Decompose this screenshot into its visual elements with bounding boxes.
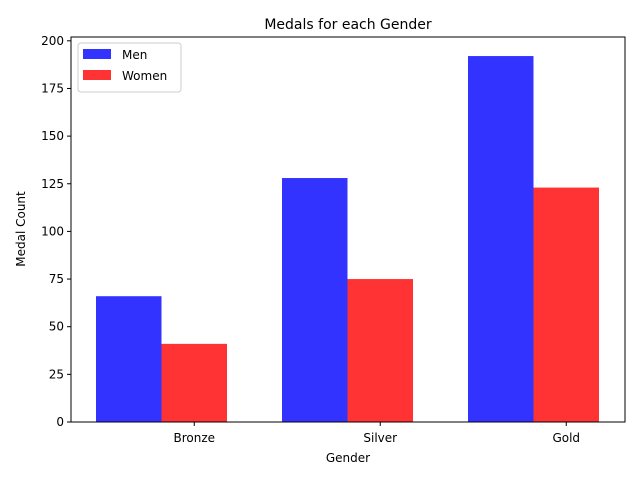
bars [96, 56, 599, 422]
x-tick-label: Bronze [173, 431, 215, 445]
x-tick-label: Gold [552, 431, 580, 445]
x-axis-label: Gender [326, 451, 370, 465]
bar-women-bronze [161, 343, 227, 422]
x-axis: Bronze Silver Gold [173, 422, 580, 445]
y-tick-label: 25 [49, 367, 64, 381]
y-tick-label: 175 [41, 81, 64, 95]
bar-men-silver [282, 178, 348, 422]
legend: Men Women [77, 42, 182, 93]
y-axis-label: Medal Count [14, 191, 28, 267]
legend-label-women: Women [122, 69, 167, 83]
y-tick-label: 150 [41, 129, 64, 143]
legend-label-men: Men [122, 48, 147, 62]
y-tick-label: 125 [41, 177, 64, 191]
legend-swatch-women [83, 70, 111, 80]
bar-men-bronze [96, 296, 162, 422]
bar-women-gold [533, 187, 599, 422]
bar-men-gold [468, 56, 534, 422]
y-tick-label: 75 [49, 272, 64, 286]
bar-women-silver [347, 279, 413, 422]
plot-frame [70, 36, 626, 423]
x-tick-label: Silver [363, 431, 397, 445]
y-tick-label: 0 [56, 415, 64, 429]
y-tick-label: 50 [49, 320, 64, 334]
chart-title: Medals for each Gender [264, 17, 432, 33]
legend-swatch-men [83, 49, 111, 59]
y-tick-label: 100 [41, 224, 64, 238]
y-tick-label: 200 [41, 34, 64, 48]
y-axis: 0 25 50 75 100 125 150 175 200 [41, 34, 71, 429]
